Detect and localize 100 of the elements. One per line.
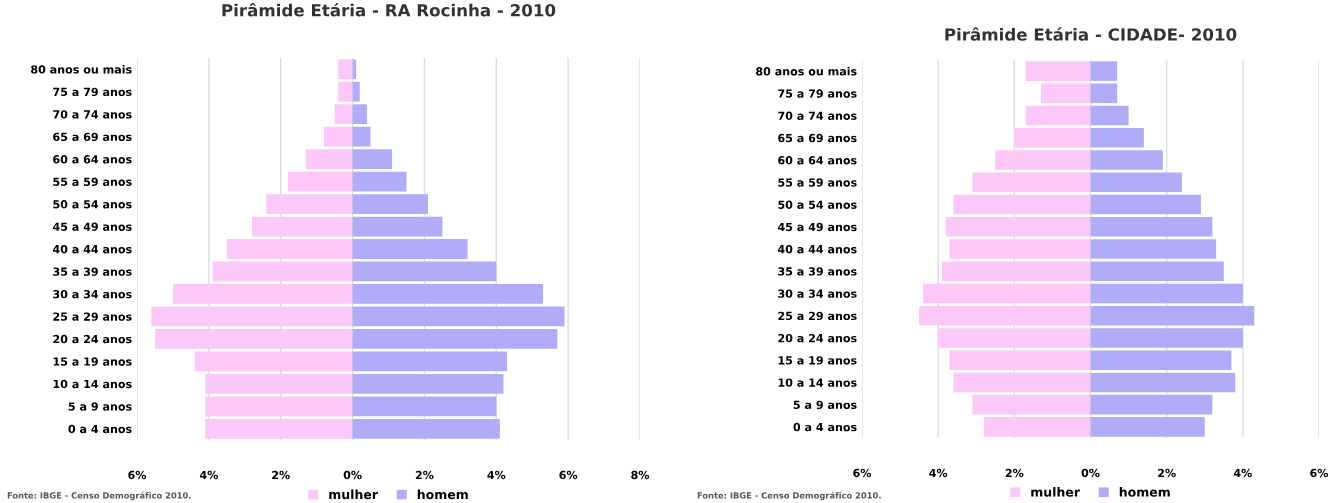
bar [1090, 150, 1163, 170]
x-tick-label: 0% [1081, 468, 1100, 478]
bar [919, 305, 1091, 326]
bar [352, 171, 407, 192]
x-tick-label: 0% [343, 470, 362, 480]
bar [352, 284, 543, 304]
bar [972, 394, 1091, 415]
bar [352, 81, 360, 102]
y-tick-label: 5 a 9 anos [68, 402, 132, 411]
bar [352, 261, 497, 282]
x-tick-label: 4% [1233, 468, 1252, 478]
bar [1040, 83, 1091, 104]
bar [151, 306, 353, 327]
y-tick-label: 80 anos ou mais [756, 66, 857, 76]
y-tick-label: 40 a 44 anos [777, 244, 857, 254]
bar [352, 194, 429, 214]
y-tick-label: 45 a 49 anos [777, 222, 857, 232]
bar [1090, 417, 1205, 437]
y-tick-label: 20 a 24 anos [53, 334, 132, 344]
bar [212, 261, 353, 282]
bar [938, 328, 1091, 348]
x-tick-label: 4% [199, 470, 218, 480]
bar [352, 351, 508, 372]
bar [323, 126, 353, 147]
x-tick-label: 2% [1005, 468, 1024, 478]
x-tick-label: 8% [631, 470, 650, 480]
bar [352, 306, 565, 327]
bar [205, 373, 353, 394]
bar [1090, 328, 1243, 348]
bar [972, 172, 1091, 193]
y-tick-label: 75 a 79 anos [53, 87, 132, 97]
bar [945, 216, 1091, 237]
y-tick-label: 30 a 34 anos [778, 289, 857, 298]
bar [352, 216, 443, 237]
legend-label: homem [1119, 487, 1170, 497]
bar [334, 104, 353, 125]
bar [352, 329, 558, 349]
legend-label: mulher [329, 489, 378, 500]
bar [1090, 350, 1232, 370]
y-tick-label: 65 a 69 anos [778, 133, 857, 143]
y-tick-label: 70 a 74 anos [778, 111, 857, 120]
x-tick-label: 2% [415, 470, 434, 480]
bar [352, 149, 393, 169]
bar [305, 149, 353, 169]
y-tick-label: 70 a 74 anos [53, 110, 132, 119]
y-tick-label: 35 a 39 anos [778, 267, 857, 276]
y-tick-label: 80 anos ou mais [31, 65, 132, 74]
bar [1090, 83, 1118, 104]
bar [922, 283, 1091, 304]
bar [352, 396, 497, 417]
bar [338, 81, 353, 102]
bar [1090, 128, 1144, 148]
y-tick-label: 10 a 14 anos [778, 378, 857, 387]
x-tick-label: 4% [487, 470, 506, 480]
bar [1090, 283, 1243, 304]
bar [1090, 216, 1213, 237]
bar [352, 373, 504, 394]
x-tick-label: 6% [128, 470, 147, 480]
bar [1025, 61, 1091, 81]
bar [154, 329, 353, 349]
y-tick-label: 20 a 24 anos [778, 333, 857, 343]
bar [352, 104, 367, 125]
bar [1025, 105, 1091, 126]
y-tick-label: 55 a 59 anos [53, 177, 132, 186]
bar [352, 418, 500, 439]
x-tick-label: 6% [853, 468, 872, 478]
bar [1090, 105, 1129, 126]
x-tick-label: 6% [559, 470, 578, 480]
bar [1090, 261, 1224, 282]
bar [205, 418, 353, 439]
bar [1090, 372, 1236, 393]
bar [953, 372, 1091, 393]
legend-label: mulher [1031, 487, 1080, 497]
bar [352, 126, 371, 147]
bar [949, 350, 1091, 370]
bar [194, 351, 353, 372]
x-tick-label: 4% [929, 468, 948, 478]
y-tick-label: 50 a 54 anos [778, 200, 857, 209]
source-note: Fonte: IBGE - Censo Demográfico 2010. [7, 491, 191, 501]
bar [1090, 172, 1182, 193]
y-tick-label: 65 a 69 anos [53, 132, 132, 142]
y-tick-label: 60 a 64 anos [778, 156, 857, 165]
bar [953, 194, 1091, 215]
bar [287, 171, 353, 192]
y-tick-label: 15 a 19 anos [778, 356, 857, 365]
bar [226, 239, 353, 259]
y-tick-label: 50 a 54 anos [53, 200, 132, 209]
bar [1014, 128, 1091, 148]
bar [1090, 61, 1118, 81]
bar [266, 194, 353, 214]
bar [995, 150, 1091, 170]
y-tick-label: 55 a 59 anos [778, 178, 857, 187]
bar [983, 417, 1091, 437]
y-tick-label: 0 a 4 anos [793, 422, 857, 432]
x-tick-label: 2% [1158, 468, 1176, 478]
y-tick-label: 0 a 4 anos [68, 424, 132, 434]
bar [172, 284, 353, 304]
bar [352, 239, 468, 259]
y-tick-label: 35 a 39 anos [53, 267, 132, 276]
chart-title: Pirâmide Etária - CIDADE- 2010 [945, 27, 1237, 41]
